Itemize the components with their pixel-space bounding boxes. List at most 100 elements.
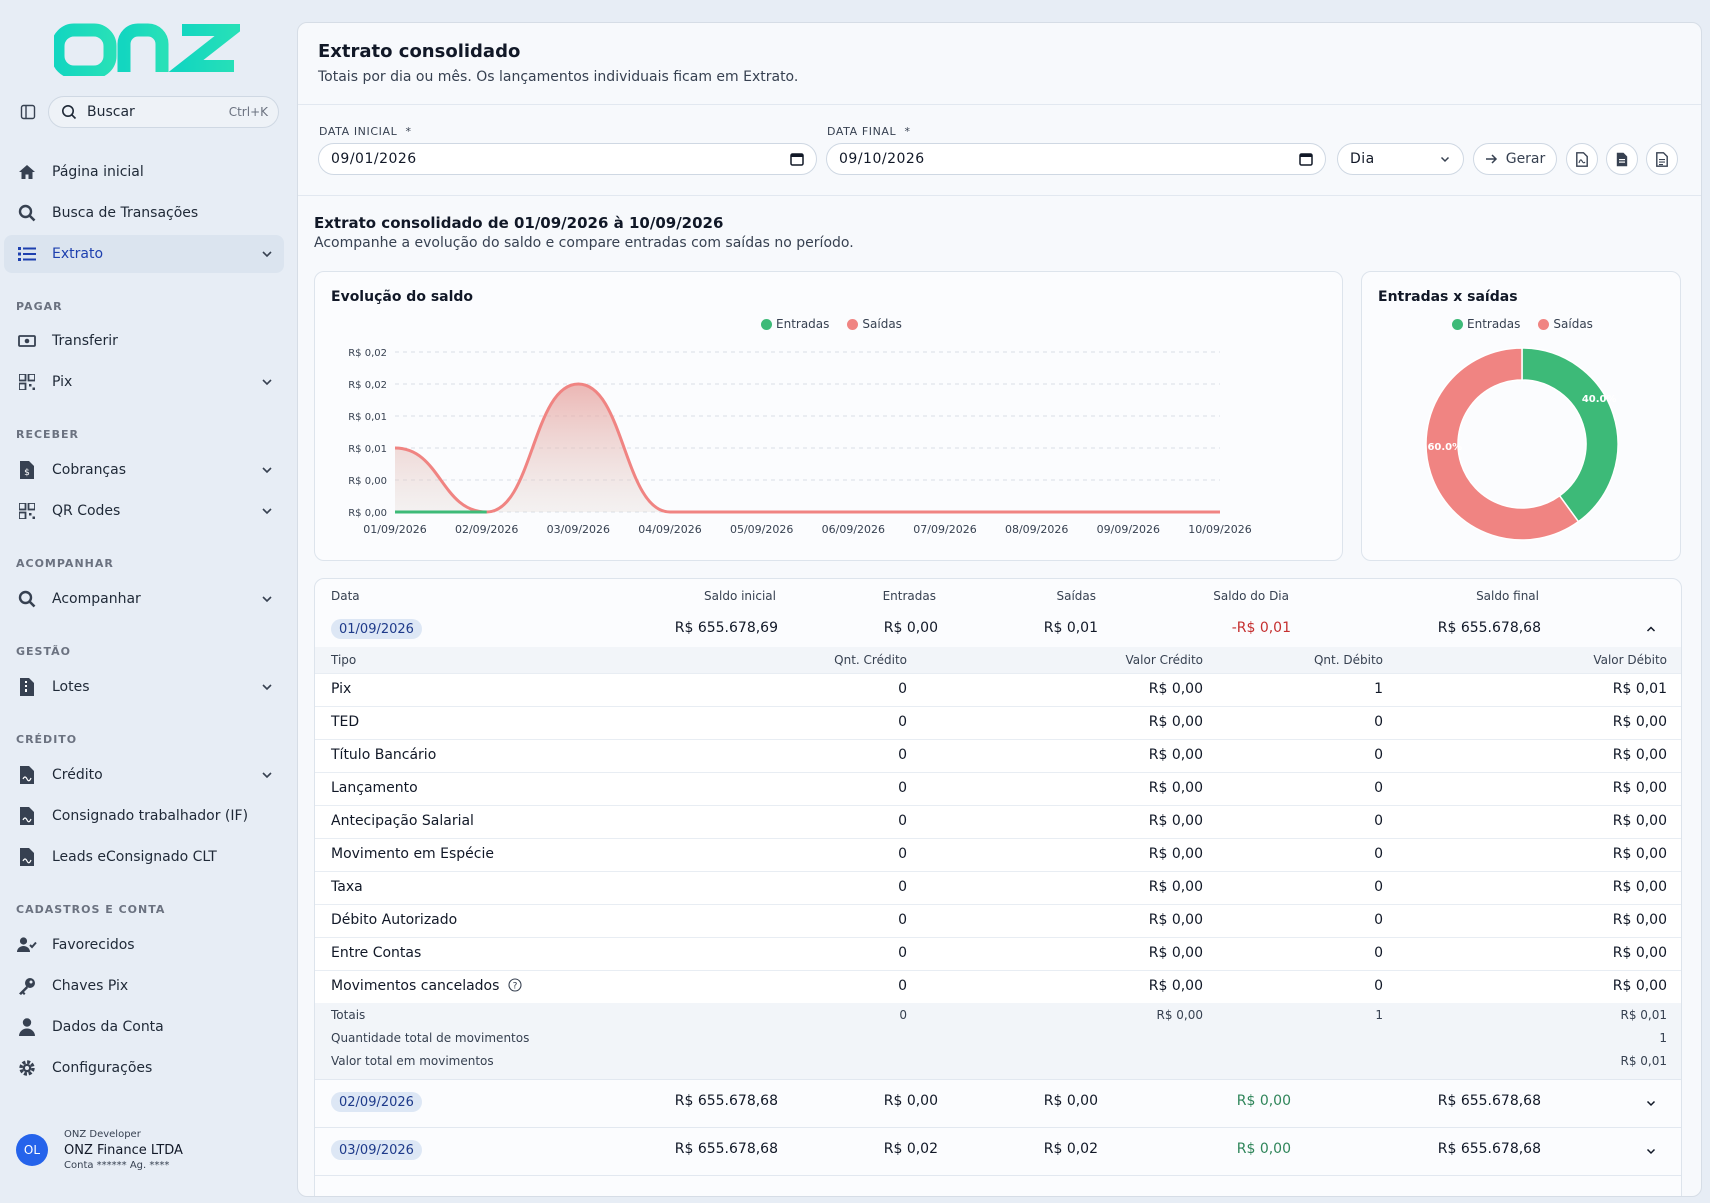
consolidated-table: Data Saldo inicial Entradas Saídas Saldo…: [314, 578, 1682, 1196]
divider: [298, 195, 1701, 196]
legend-saidas[interactable]: Saídas: [1538, 317, 1593, 331]
onz-logo[interactable]: [51, 20, 250, 80]
detail-qnt-debito: 0: [1374, 813, 1383, 829]
table-row[interactable]: [315, 1175, 1681, 1196]
sidebar-item-label: Extrato: [52, 246, 104, 262]
generate-button[interactable]: Gerar: [1473, 143, 1557, 175]
detail-tipo: Lançamento: [331, 780, 418, 796]
saidas-value: R$ 0,02: [1043, 1141, 1098, 1157]
page-subtitle: Totais por dia ou mês. Os lançamentos in…: [318, 69, 799, 85]
detail-tipo: TED: [331, 714, 360, 730]
chevron-down-icon[interactable]: [1645, 1145, 1657, 1157]
balance-area-chart: R$ 0,00 R$ 0,00 R$ 0,01 R$ 0,01 R$ 0,02 R$ 0,…: [348, 348, 1251, 536]
sidebar-item-cobrancas[interactable]: $ Cobranças: [4, 451, 284, 489]
detail-tipo-label: Movimentos cancelados: [331, 978, 500, 994]
detail-valor-debito: R$ 0,01: [1612, 681, 1667, 697]
chevron-down-icon: [262, 251, 272, 258]
detail-valor-credito: R$ 0,00: [1148, 813, 1203, 829]
qty-total-value: 1: [1659, 1031, 1667, 1045]
calendar-icon[interactable]: [1299, 152, 1313, 166]
saldo-dia-value: -R$ 0,01: [1231, 620, 1291, 636]
calendar-icon[interactable]: [790, 152, 804, 166]
end-date-input[interactable]: 09/10/2026: [826, 143, 1326, 175]
sidebar-item-acompanhar[interactable]: Acompanhar: [4, 580, 284, 618]
detail-valor-credito: R$ 0,00: [1148, 945, 1203, 961]
section-cadastros: CADASTROS E CONTA: [16, 903, 166, 916]
sidebar-item-config[interactable]: Configurações: [4, 1049, 284, 1087]
sidebar-item-credito[interactable]: Crédito: [4, 756, 284, 794]
sidebar-item-extrato[interactable]: Extrato: [4, 235, 284, 273]
chevron-down-icon[interactable]: [1645, 1097, 1657, 1109]
series-line-saidas: [394, 382, 1220, 514]
x-tick-label: 06/09/2026: [822, 523, 885, 536]
chevron-down-icon: [262, 596, 272, 603]
detail-valor-credito: R$ 0,00: [1148, 714, 1203, 730]
detail-valor-debito: R$ 0,00: [1612, 846, 1667, 862]
col-header-saidas: Saídas: [1056, 589, 1096, 603]
legend-saidas[interactable]: Saídas: [847, 317, 902, 331]
sidebar-item-chaves[interactable]: Chaves Pix: [4, 967, 284, 1005]
sidebar-item-busca[interactable]: Busca de Transações: [4, 194, 284, 232]
sidebar-item-label: Pix: [52, 374, 73, 390]
totals-qnt-credito: 0: [899, 1008, 907, 1022]
x-tick-label: 10/09/2026: [1188, 523, 1251, 536]
col-header-data: Data: [331, 589, 360, 603]
totals-valor-debito: R$ 0,01: [1620, 1008, 1667, 1022]
chevron-up-icon[interactable]: [1645, 623, 1657, 635]
date-badge: 01/09/2026: [331, 619, 422, 639]
chevron-down-icon: [262, 684, 272, 691]
saldo-final-value: R$ 655.678,68: [1437, 620, 1541, 636]
legend-entradas[interactable]: Entradas: [1452, 317, 1520, 331]
detail-tipo: Título Bancário: [331, 747, 437, 763]
user-profile[interactable]: OL ONZ Developer ONZ Finance LTDA Conta …: [16, 1128, 183, 1173]
legend-entradas[interactable]: Entradas: [761, 317, 829, 331]
sidebar-item-label: Cobranças: [52, 462, 127, 478]
search-input[interactable]: Buscar Ctrl+K: [48, 96, 279, 128]
sidebar-item-qrcodes[interactable]: QR Codes: [4, 492, 284, 530]
detail-valor-credito: R$ 0,00: [1148, 879, 1203, 895]
export-csv-button[interactable]: [1646, 143, 1678, 175]
detail-qnt-debito: 0: [1374, 879, 1383, 895]
sidebar: Buscar Ctrl+K Página inicial Busca de Tr…: [0, 0, 296, 1203]
sidebar-item-dados[interactable]: Dados da Conta: [4, 1008, 284, 1046]
chevron-down-icon: [262, 772, 272, 779]
export-doc-button[interactable]: [1606, 143, 1638, 175]
file-text-icon: [1656, 151, 1668, 167]
sidebar-item-pix[interactable]: Pix: [4, 363, 284, 401]
key-icon: [16, 975, 38, 997]
sub-header-qnt-credito: Qnt. Crédito: [834, 653, 907, 667]
detail-qnt-credito: 0: [898, 747, 907, 763]
sidebar-item-lotes[interactable]: Lotes: [4, 668, 284, 706]
detail-valor-credito: R$ 0,00: [1148, 912, 1203, 928]
export-pdf-button[interactable]: [1566, 143, 1598, 175]
report-title: Extrato consolidado de 01/09/2026 à 10/0…: [314, 214, 724, 232]
detail-qnt-debito: 0: [1374, 912, 1383, 928]
table-row[interactable]: 03/09/2026 R$ 655.678,68 R$ 0,02 R$ 0,02…: [315, 1127, 1681, 1175]
sidebar-toggle-icon[interactable]: [17, 101, 39, 123]
table-row[interactable]: 01/09/2026 R$ 655.678,69 R$ 0,00 R$ 0,01…: [315, 611, 1681, 647]
detail-valor-credito: R$ 0,00: [1148, 681, 1203, 697]
detail-valor-debito: R$ 0,00: [1612, 747, 1667, 763]
detail-qnt-debito: 1: [1374, 681, 1383, 697]
user-company: ONZ Finance LTDA: [64, 1142, 183, 1158]
svg-text:?: ?: [513, 981, 518, 991]
detail-valor-credito: R$ 0,00: [1148, 747, 1203, 763]
search-label: Buscar: [87, 104, 135, 120]
help-circle-icon[interactable]: ?: [508, 978, 522, 992]
report-subtitle: Acompanhe a evolução do saldo e compare …: [314, 235, 854, 251]
saldo-dia-value: R$ 0,00: [1236, 1141, 1291, 1157]
sidebar-item-consignado[interactable]: Consignado trabalhador (IF): [4, 797, 284, 835]
search-shortcut: Ctrl+K: [228, 105, 268, 119]
start-date-input[interactable]: 09/01/2026: [318, 143, 817, 175]
sidebar-item-home[interactable]: Página inicial: [4, 153, 284, 191]
sidebar-item-favorecidos[interactable]: Favorecidos: [4, 926, 284, 964]
qty-total-label: Quantidade total de movimentos: [331, 1031, 530, 1045]
sidebar-item-leads[interactable]: Leads eConsignado CLT: [4, 838, 284, 876]
detail-qnt-debito: 0: [1374, 945, 1383, 961]
table-row[interactable]: 02/09/2026 R$ 655.678,68 R$ 0,00 R$ 0,00…: [315, 1079, 1681, 1127]
period-select[interactable]: Dia: [1337, 143, 1464, 175]
x-tick-label: 02/09/2026: [455, 523, 518, 536]
x-tick-label: 03/09/2026: [547, 523, 610, 536]
entradas-value: R$ 0,00: [883, 620, 938, 636]
sidebar-item-transferir[interactable]: Transferir: [4, 322, 284, 360]
